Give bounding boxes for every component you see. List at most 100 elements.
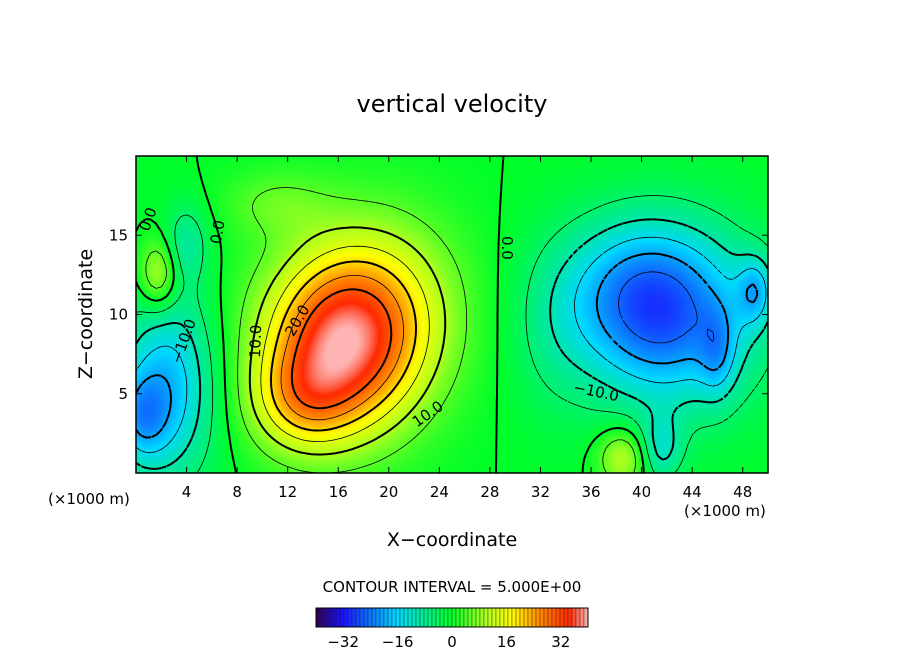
x-tick-label: 28: [480, 483, 499, 501]
colorbar-swatch: [523, 607, 529, 628]
colorbar-ticks: −32 −16 0 16 32: [327, 633, 570, 651]
colorbar-swatch: [483, 607, 489, 628]
colorbar-swatch: [475, 607, 481, 628]
colorbar-swatch: [387, 607, 393, 628]
colorbar-swatch: [583, 607, 589, 628]
colorbar-tick-label: 16: [497, 633, 516, 651]
x-tick-label: 48: [733, 483, 752, 501]
colorbar-swatch: [559, 607, 565, 628]
colorbar-swatch: [423, 607, 429, 628]
x-tick-label: 16: [329, 483, 348, 501]
colorbar-swatch: [579, 607, 585, 628]
contour-lines: [136, 156, 768, 473]
colorbar-swatch: [335, 607, 341, 628]
x-unit-left: (×1000 m): [48, 490, 130, 508]
colorbar-swatch: [555, 607, 561, 628]
colorbar-tick-label: −32: [327, 633, 359, 651]
colorbar-swatch: [447, 607, 453, 628]
colorbar-swatch: [491, 607, 497, 628]
colorbar-swatch: [315, 607, 321, 628]
colorbar-swatch: [411, 607, 417, 628]
colorbar-swatch: [431, 607, 437, 628]
x-axis-title: X−coordinate: [387, 529, 517, 551]
colorbar-swatch: [539, 607, 545, 628]
colorbar-swatch: [507, 607, 513, 628]
colorbar-tick-label: 0: [447, 633, 457, 651]
colorbar-swatch: [515, 607, 521, 628]
contour-level--25: [618, 271, 714, 344]
colorbar-swatch: [339, 607, 345, 628]
colorbar-swatch: [467, 607, 473, 628]
colorbar-swatch: [567, 607, 573, 628]
colorbar-swatch: [399, 607, 405, 628]
colorbar-frame: [315, 607, 589, 628]
y-tick-label: 5: [118, 385, 128, 403]
contour-level--20: [136, 252, 759, 439]
colorbar-swatch: [367, 607, 373, 628]
colorbar-swatch: [343, 607, 349, 628]
contour-level-5: [145, 187, 636, 473]
x-tick-label: 20: [379, 483, 398, 501]
x-tick-label: 24: [430, 483, 449, 501]
contour-level-25: [280, 275, 404, 421]
contour-level--15: [136, 236, 767, 454]
colorbar-swatch: [395, 607, 401, 628]
y-tick-label: 15: [109, 226, 128, 244]
colorbar-swatch: [459, 607, 465, 628]
contour-level-10: [248, 226, 447, 456]
contour-level-30: [290, 288, 393, 410]
colorbar-swatch: [359, 607, 365, 628]
colorbar-swatch: [379, 607, 385, 628]
colorbar-swatch: [503, 607, 509, 628]
contour-interval-label: CONTOUR INTERVAL = 5.000E+00: [323, 578, 582, 596]
x-unit-right: (×1000 m): [684, 502, 766, 520]
plot-area: 0.0 0.00.0−10.0 10.020.010.0−10.0 4 8 12 16 20…: [109, 155, 769, 501]
colorbar-swatch: [319, 607, 325, 628]
contour-level--10: [136, 218, 768, 470]
x-tick-label: 44: [683, 483, 702, 501]
colorbar-swatch: [407, 607, 413, 628]
colorbar-swatch: [511, 607, 517, 628]
x-tick-label: 32: [531, 483, 550, 501]
colorbar-swatch: [535, 607, 541, 628]
colorbar-swatch: [571, 607, 577, 628]
colorbar-swatch: [327, 607, 333, 628]
x-tick-label: 12: [278, 483, 297, 501]
colorbar-swatch: [419, 607, 425, 628]
colorbar-swatch: [471, 607, 477, 628]
colorbar-swatch: [499, 607, 505, 628]
colorbar-swatch: [455, 607, 461, 628]
colorbar-swatch: [427, 607, 433, 628]
colorbar-swatch: [575, 607, 581, 628]
contour-label-1: 0.0: [207, 219, 229, 246]
contour-label-4: 10.0: [246, 324, 265, 358]
x-tick-label: 36: [581, 483, 600, 501]
y-axis-title: Z−coordinate: [75, 249, 97, 379]
colorbar-swatch: [323, 607, 329, 628]
colorbar-swatches: [315, 607, 589, 628]
contour-level-20: [270, 260, 417, 432]
colorbar-swatch: [531, 607, 537, 628]
contour-label-2: 0.0: [498, 236, 516, 260]
contour-level-15: [260, 245, 430, 442]
colorbar-swatch: [495, 607, 501, 628]
x-tick-label: 8: [232, 483, 242, 501]
colorbar-swatch: [451, 607, 457, 628]
colorbar-swatch: [547, 607, 553, 628]
y-tick-label: 10: [109, 306, 128, 324]
colorbar-swatch: [355, 607, 361, 628]
colorbar-swatch: [439, 607, 445, 628]
colorbar-swatch: [363, 607, 369, 628]
colorbar-tick-label: 32: [551, 633, 570, 651]
y-axis-ticks: 5 10 15: [109, 226, 768, 403]
colorbar-swatch: [519, 607, 525, 628]
colorbar-swatch: [371, 607, 377, 628]
colorbar-swatch: [347, 607, 353, 628]
colorbar-swatch: [543, 607, 549, 628]
colorbar-swatch: [551, 607, 557, 628]
chart-title: vertical velocity: [357, 90, 548, 118]
colorbar-tick-label: −16: [382, 633, 414, 651]
colorbar-swatch: [383, 607, 389, 628]
contour-level-0: [136, 156, 645, 473]
